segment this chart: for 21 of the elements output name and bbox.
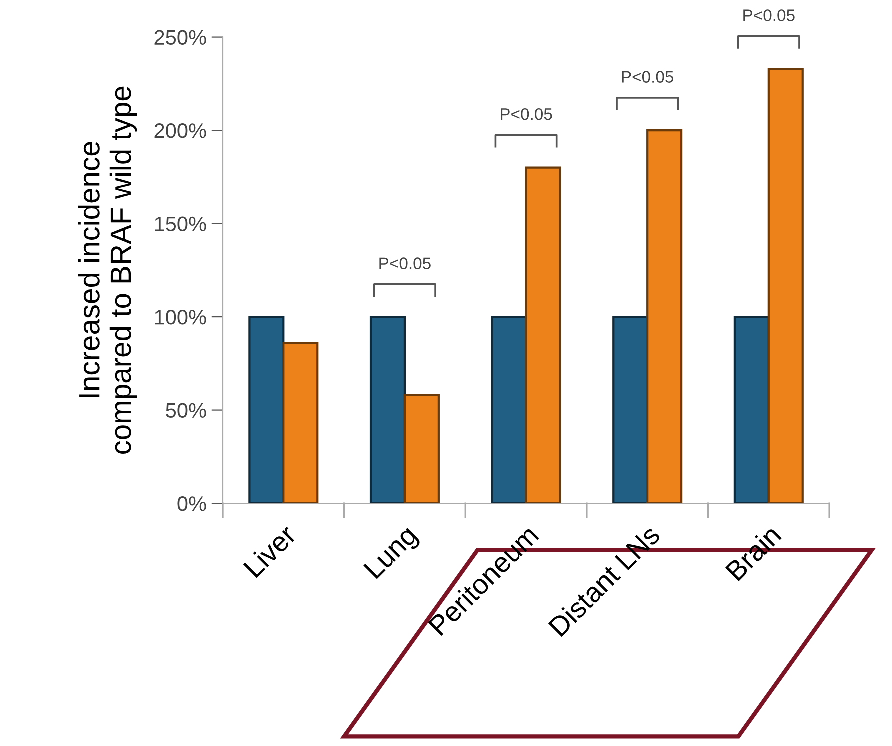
annotation: P<0.05: [380, 258, 431, 270]
bar: [768, 68, 804, 504]
bar: [525, 166, 562, 504]
text: P<0.05: [744, 10, 795, 22]
bar: [404, 394, 440, 504]
bar: [612, 316, 649, 504]
bar: [282, 342, 319, 504]
bar: [646, 130, 683, 504]
y-tick-label: 0%: [178, 496, 206, 512]
bar: [370, 316, 406, 504]
y-tick-label: 100%: [155, 310, 206, 325]
annotation: P<0.05: [501, 108, 552, 120]
bar: [491, 316, 528, 504]
y-tick-label: 50%: [166, 403, 206, 418]
bar: [734, 316, 770, 504]
y-tick-label: 200%: [154, 124, 206, 138]
y-axis-title: Increased incidence compared to BRAF wild type: [78, 86, 138, 454]
y-tick-label: 150%: [155, 216, 206, 232]
bar: [248, 316, 285, 504]
annotation: P<0.05: [622, 71, 674, 83]
y-tick-label: 250%: [154, 30, 206, 46]
